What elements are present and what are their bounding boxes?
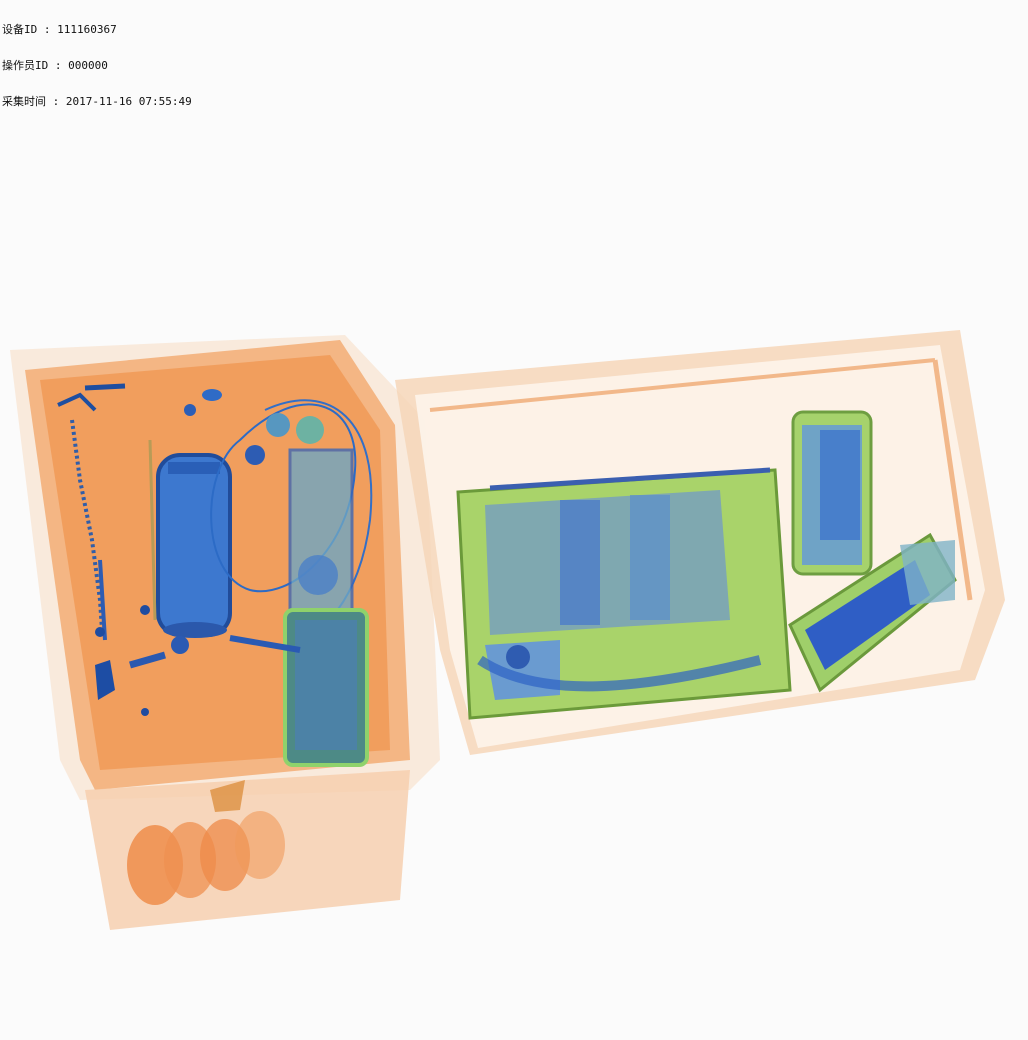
- operator-id-label: 操作员ID: [2, 59, 49, 72]
- device-id-line: 设备ID : 111160367: [2, 23, 117, 36]
- right-tray: [395, 330, 1005, 755]
- operator-id-line: 操作员ID : 000000: [2, 59, 108, 72]
- capture-time-label: 采集时间: [2, 95, 46, 108]
- capture-time-value: 2017-11-16 07:55:49: [65, 95, 192, 108]
- left-tray: [10, 335, 440, 930]
- capture-time-line: 采集时间 : 2017-11-16 07:55:49: [2, 95, 192, 108]
- device-id-label: 设备ID: [2, 23, 38, 36]
- operator-id-value: 000000: [68, 59, 108, 72]
- device-id-value: 111160367: [57, 23, 117, 36]
- scan-info-overlay: 设备ID : 111160367 操作员ID : 000000 采集时间 : 2…: [2, 0, 192, 120]
